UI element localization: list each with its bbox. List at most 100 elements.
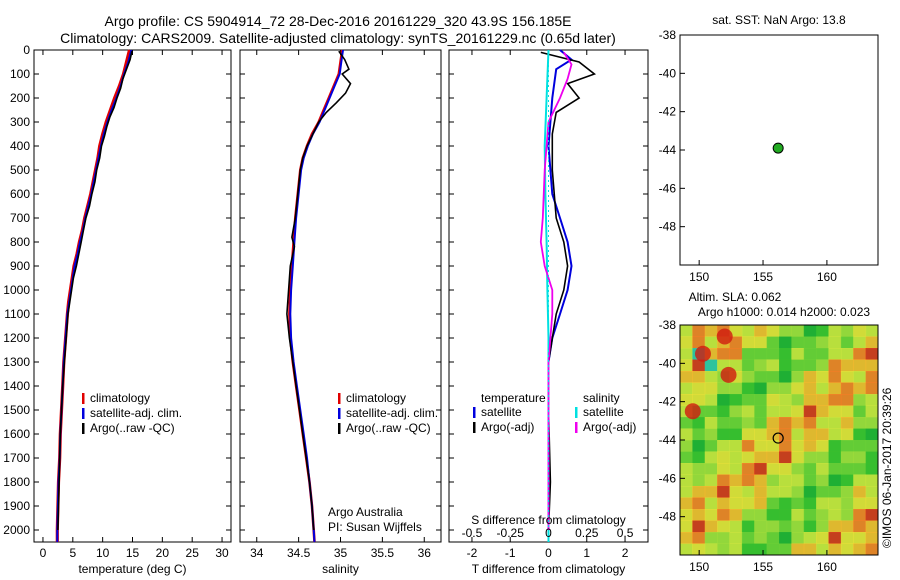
legend-entry: Argo(..raw -QC)	[346, 421, 431, 435]
heatmap-cell	[828, 382, 842, 395]
heatmap-cell	[853, 486, 867, 498]
heatmap-cell	[704, 359, 718, 372]
heatmap-cell	[791, 382, 805, 395]
heatmap-cell	[680, 417, 693, 429]
heatmap-cell	[779, 497, 792, 510]
x2-axis-label: S difference from climatology	[471, 513, 626, 527]
heatmap-cell	[865, 359, 879, 372]
series-line-3	[57, 51, 133, 531]
heatmap-cell	[803, 336, 817, 349]
heatmap-cell	[704, 474, 718, 487]
heatmap-cell	[766, 359, 780, 372]
heatmap-cell	[766, 463, 780, 475]
heatmap-cell	[865, 371, 879, 383]
heatmap-cell	[692, 497, 706, 510]
heatmap-cell	[816, 428, 829, 441]
y-tick-label: 600	[10, 187, 30, 201]
x-tick-label: 1	[583, 546, 590, 560]
heatmap-cell	[853, 348, 867, 360]
heatmap-cell	[853, 428, 867, 441]
heatmap-cell	[717, 497, 730, 510]
heatmap-cell	[729, 486, 743, 498]
heatmap-cell	[741, 348, 755, 360]
heatmap-cell	[865, 405, 879, 418]
heatmap-cell	[754, 417, 768, 429]
heatmap-cell	[766, 394, 780, 406]
heatmap-cell	[791, 451, 805, 464]
heatmap-cell	[853, 543, 867, 556]
heatmap-cell	[840, 451, 854, 464]
heatmap-cell	[754, 371, 768, 383]
heatmap-cell	[692, 394, 706, 406]
map-y-tick-label: -42	[659, 105, 677, 119]
x-tick-label: -2	[467, 546, 478, 560]
map-y-tick-label: -46	[659, 471, 677, 485]
y-tick-label: 1800	[3, 475, 30, 489]
heatmap-cell	[729, 463, 743, 475]
y-tick-label: 1900	[3, 499, 30, 513]
heatmap-cell	[704, 509, 718, 521]
heatmap-cell	[779, 543, 792, 556]
heatmap-cell	[853, 394, 867, 406]
y-tick-label: 1200	[3, 331, 30, 345]
heatmap-cell	[741, 440, 755, 452]
credit-pi: PI: Susan Wijffels	[328, 520, 422, 534]
x-tick-label: 2	[622, 546, 629, 560]
heatmap-cell	[828, 543, 842, 556]
heatmap-cell	[717, 428, 730, 441]
heatmap-cell	[741, 417, 755, 429]
heatmap-cell	[816, 543, 829, 556]
header-line1: Argo profile: CS 5904914_72 28-Dec-2016 …	[104, 13, 571, 29]
heatmap-cell	[779, 440, 792, 452]
heatmap-cell	[791, 405, 805, 418]
heatmap-cell	[729, 382, 743, 395]
heatmap-cell	[741, 509, 755, 521]
heatmap-cell	[803, 394, 817, 406]
x-axis-label: temperature (deg C)	[78, 562, 186, 576]
heatmap-hotspot	[720, 366, 737, 383]
legend-entry: satellite	[583, 405, 624, 419]
heatmap-cell	[754, 348, 768, 360]
heatmap-cell	[779, 451, 792, 464]
heatmap-cell	[729, 451, 743, 464]
heatmap-cell	[840, 405, 854, 418]
legend-swatch	[338, 408, 341, 419]
map-y-tick-label: -48	[659, 510, 677, 524]
heatmap-cell	[779, 394, 792, 406]
heatmap-cell	[779, 428, 792, 441]
heatmap-cell	[766, 336, 780, 349]
heatmap-cell	[680, 532, 693, 544]
heatmap-cell	[680, 359, 693, 372]
heatmap-cell	[791, 325, 805, 337]
heatmap-cell	[680, 440, 693, 452]
x-tick-label: 0	[545, 546, 552, 560]
heatmap-cell	[803, 543, 817, 556]
y-tick-label: 1000	[3, 283, 30, 297]
heatmap-cell	[754, 451, 768, 464]
x-tick-label: 35.5	[371, 546, 395, 560]
heatmap-cell	[766, 543, 780, 556]
legend-title-salinity: salinity	[583, 391, 620, 405]
heatmap-cell	[680, 428, 693, 441]
legend-entry: Argo(..raw -QC)	[90, 421, 175, 435]
heatmap-cell	[853, 497, 867, 510]
heatmap-cell	[704, 532, 718, 544]
heatmap-cell	[865, 474, 879, 487]
x2-tick-label: 0.5	[617, 526, 634, 540]
heatmap-cell	[865, 543, 879, 556]
heatmap-cell	[692, 440, 706, 452]
heatmap-cell	[791, 532, 805, 544]
heatmap-cell	[754, 474, 768, 487]
heatmap-cell	[791, 428, 805, 441]
heatmap-cell	[816, 497, 829, 510]
heatmap-cell	[865, 532, 879, 544]
heatmap-cell	[791, 509, 805, 521]
y-tick-label: 400	[10, 139, 30, 153]
y-tick-label: 1400	[3, 379, 30, 393]
heatmap-cell	[754, 486, 768, 498]
heatmap-cell	[791, 463, 805, 475]
map-y-tick-label: -44	[659, 433, 677, 447]
heatmap-cell	[828, 474, 842, 487]
heatmap-cell	[853, 532, 867, 544]
heatmap-cell	[680, 336, 693, 349]
